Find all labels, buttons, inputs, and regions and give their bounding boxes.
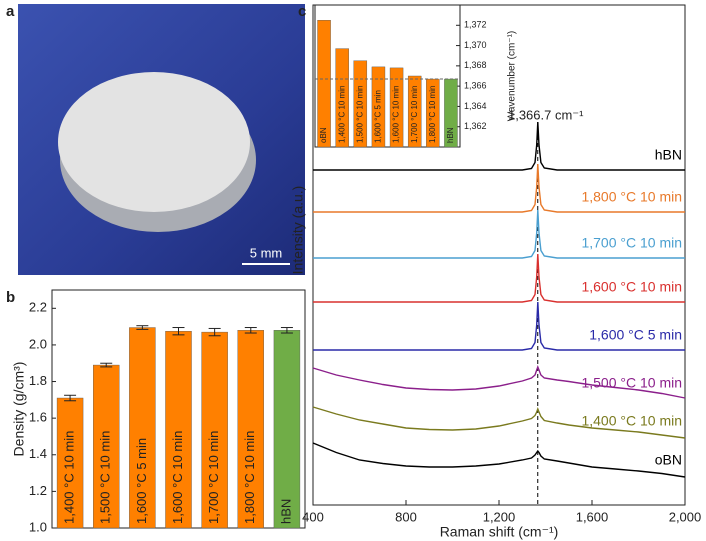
series-label: 1,600 °C 10 min — [581, 279, 682, 295]
bar-label: 1,400 °C 10 min — [337, 86, 346, 143]
bar — [273, 330, 301, 529]
photo: 5 mm — [18, 4, 305, 275]
y-tick-label: 1,364 — [464, 101, 487, 111]
y-tick-label: 2.0 — [29, 336, 47, 351]
bar-label: 1,700 °C 10 min — [410, 86, 419, 143]
x-axis-label: Raman shift (cm⁻¹) — [440, 524, 559, 540]
bar — [407, 75, 422, 148]
bar-label: hBN — [446, 127, 455, 143]
bar — [201, 331, 228, 529]
y-tick-label: 1,362 — [464, 121, 487, 131]
x-tick-label: 2,000 — [669, 509, 702, 524]
series-label: 1,800 °C 10 min — [581, 189, 682, 205]
bar-label: 1,500 °C 10 min — [98, 431, 113, 524]
y-axis-label: Intensity (a.u.) — [290, 186, 306, 275]
y-tick-label: 1,372 — [464, 20, 487, 30]
series-label: oBN — [655, 452, 682, 468]
x-tick-label: 1,600 — [576, 509, 609, 524]
series-label: 1,500 °C 10 min — [581, 375, 682, 391]
bar-label: 1,600 °C 10 min — [170, 431, 185, 524]
y-tick-label: 1.2 — [29, 483, 47, 498]
x-tick-label: 800 — [395, 509, 417, 524]
panel-label: a — [6, 3, 15, 20]
bar-label: 1,700 °C 10 min — [206, 431, 221, 524]
bar — [389, 67, 404, 148]
y-axis-label: Density (g/cm³) — [11, 362, 27, 457]
y-tick-label: 1.0 — [29, 519, 47, 534]
x-tick-label: 1,200 — [483, 509, 516, 524]
y-tick-label: 1,370 — [464, 40, 487, 50]
series-label: 1,400 °C 10 min — [581, 413, 682, 429]
bar-label: 1,500 °C 10 min — [355, 86, 364, 143]
panel-label: c — [298, 3, 306, 20]
x-tick-label: 400 — [302, 509, 324, 524]
bar — [237, 330, 264, 529]
spectrum — [312, 406, 686, 439]
y-tick-label: 2.2 — [29, 300, 47, 315]
spectrum — [313, 253, 685, 303]
spectrum — [313, 301, 685, 351]
annotation: 1,366.7 cm⁻¹ — [508, 107, 584, 122]
scale-bar-label: 5 mm — [250, 245, 283, 260]
bar — [317, 20, 331, 148]
bar-label: 1,600 °C 5 min — [374, 90, 383, 143]
bar-label: 1,600 °C 10 min — [392, 86, 401, 143]
y-tick-label: 1,368 — [464, 60, 487, 70]
bar-label: oBN — [319, 127, 328, 143]
y-tick-label: 1.6 — [29, 410, 47, 425]
bar-label: 1,800 °C 10 min — [428, 86, 437, 143]
y-tick-label: 1.4 — [29, 446, 47, 461]
y-tick-label: 1,366 — [464, 81, 487, 91]
bar-label: 1,400 °C 10 min — [62, 431, 77, 524]
bar — [371, 66, 386, 148]
series-label: 1,600 °C 5 min — [589, 327, 682, 343]
bar-label: hBN — [278, 499, 293, 524]
spectrum — [313, 121, 685, 171]
series-label: hBN — [655, 147, 682, 163]
bar-label: 1,800 °C 10 min — [242, 431, 257, 524]
bar — [93, 364, 120, 529]
plot-frame — [314, 4, 461, 148]
spectrum — [312, 442, 686, 478]
bar — [129, 327, 156, 529]
bar — [335, 48, 349, 148]
bar — [56, 397, 84, 529]
bar-label: 1,600 °C 5 min — [134, 438, 149, 524]
panel-label: b — [6, 289, 15, 306]
bar — [165, 330, 192, 529]
spectrum — [313, 209, 685, 259]
spectrum — [313, 163, 685, 213]
spectrum — [312, 365, 686, 399]
disk-top — [58, 72, 250, 212]
bar — [353, 60, 368, 148]
y-tick-label: 1.8 — [29, 373, 47, 388]
y-axis-label: Wavenumber (cm⁻¹) — [507, 31, 518, 121]
plot-frame — [312, 4, 686, 506]
series-label: 1,700 °C 10 min — [581, 235, 682, 251]
